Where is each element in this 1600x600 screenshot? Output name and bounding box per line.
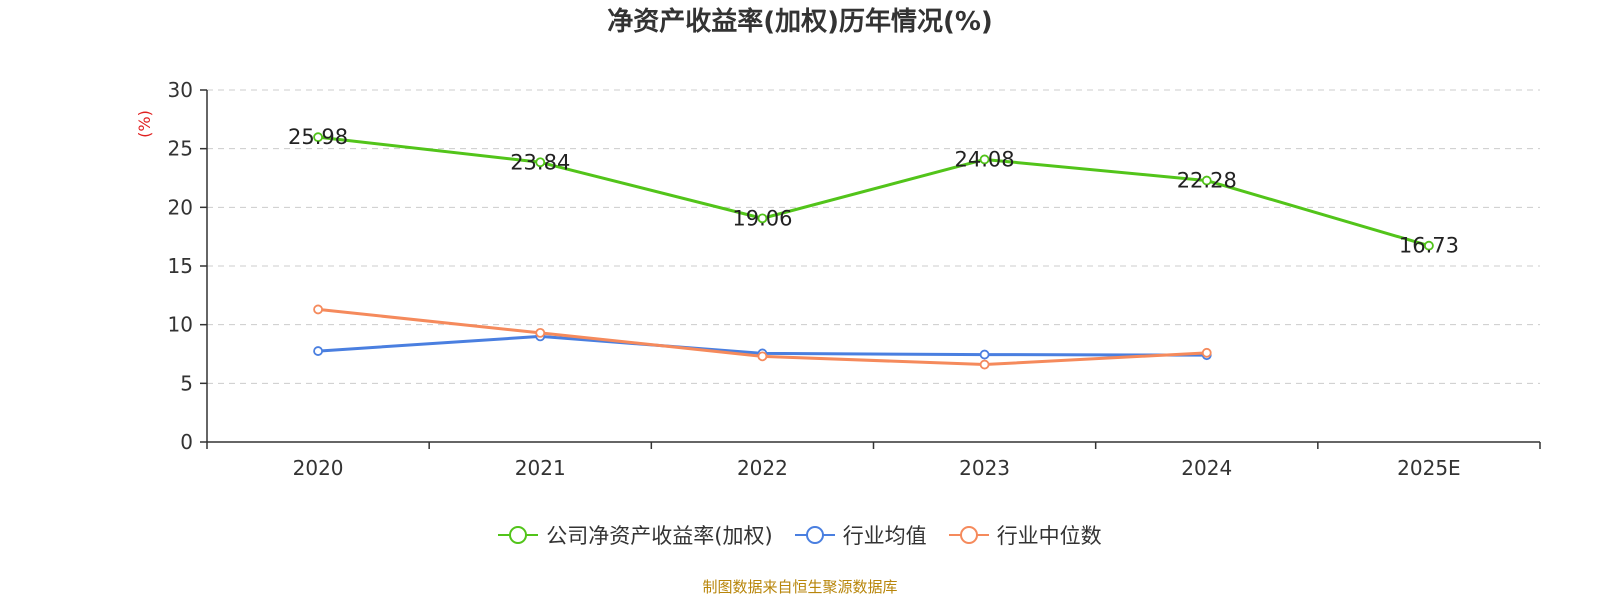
y-axis-label: (%) [135, 110, 154, 138]
data-label: 19.06 [732, 206, 792, 230]
legend-label-industry-mean: 行业均值 [842, 524, 927, 548]
x-tick-label: 2025E [1397, 456, 1461, 480]
chart-title: 净资产收益率(加权)历年情况(%) [607, 7, 993, 37]
data-point [313, 304, 323, 315]
legend-label-company: 公司净资产收益率(加权) [546, 524, 773, 548]
legend-item-company[interactable]: 公司净资产收益率(加权) [498, 520, 773, 550]
data-source-note: 制图数据来自恒生聚源数据库 [702, 578, 898, 596]
y-tick-label: 25 [168, 137, 193, 161]
legend-item-industry-median[interactable]: 行业中位数 [948, 520, 1102, 550]
y-tick-label: 20 [168, 195, 193, 219]
data-point [979, 154, 990, 165]
y-tick-label: 5 [180, 371, 193, 395]
data-label: 16.73 [1399, 234, 1459, 258]
data-point [1424, 240, 1434, 251]
series-line [317, 135, 1430, 248]
x-tick-label: 2022 [737, 456, 788, 480]
y-tick-label: 10 [168, 313, 193, 337]
x-tick-label: 2023 [959, 456, 1010, 480]
legend-marker-icon [948, 526, 989, 544]
data-point [535, 327, 546, 338]
data-label: 24.08 [955, 147, 1015, 171]
legend: 公司净资产收益率(加权) 行业均值 行业中位数 [0, 520, 1600, 550]
data-point [979, 349, 990, 360]
x-tick-label: 2024 [1181, 456, 1232, 480]
data-point [313, 132, 323, 143]
y-tick-label: 30 [168, 78, 193, 102]
legend-label-industry-median: 行业中位数 [996, 524, 1102, 548]
data-point [535, 157, 546, 168]
data-point [313, 346, 323, 356]
y-tick-label: 0 [180, 430, 193, 454]
data-point [757, 351, 768, 362]
data-label: 25.98 [288, 125, 348, 149]
x-tick-label: 2020 [293, 456, 344, 480]
legend-marker-icon [498, 526, 539, 544]
x-tick-label: 2021 [515, 456, 566, 480]
data-point [1201, 347, 1212, 358]
data-point [757, 213, 768, 224]
data-label: 22.28 [1177, 169, 1237, 193]
data-label: 23.84 [510, 150, 570, 174]
data-point [979, 359, 990, 370]
legend-item-industry-mean[interactable]: 行业均值 [794, 520, 927, 550]
data-point [1201, 175, 1212, 186]
legend-marker-icon [794, 526, 835, 544]
y-tick-label: 15 [168, 254, 193, 278]
